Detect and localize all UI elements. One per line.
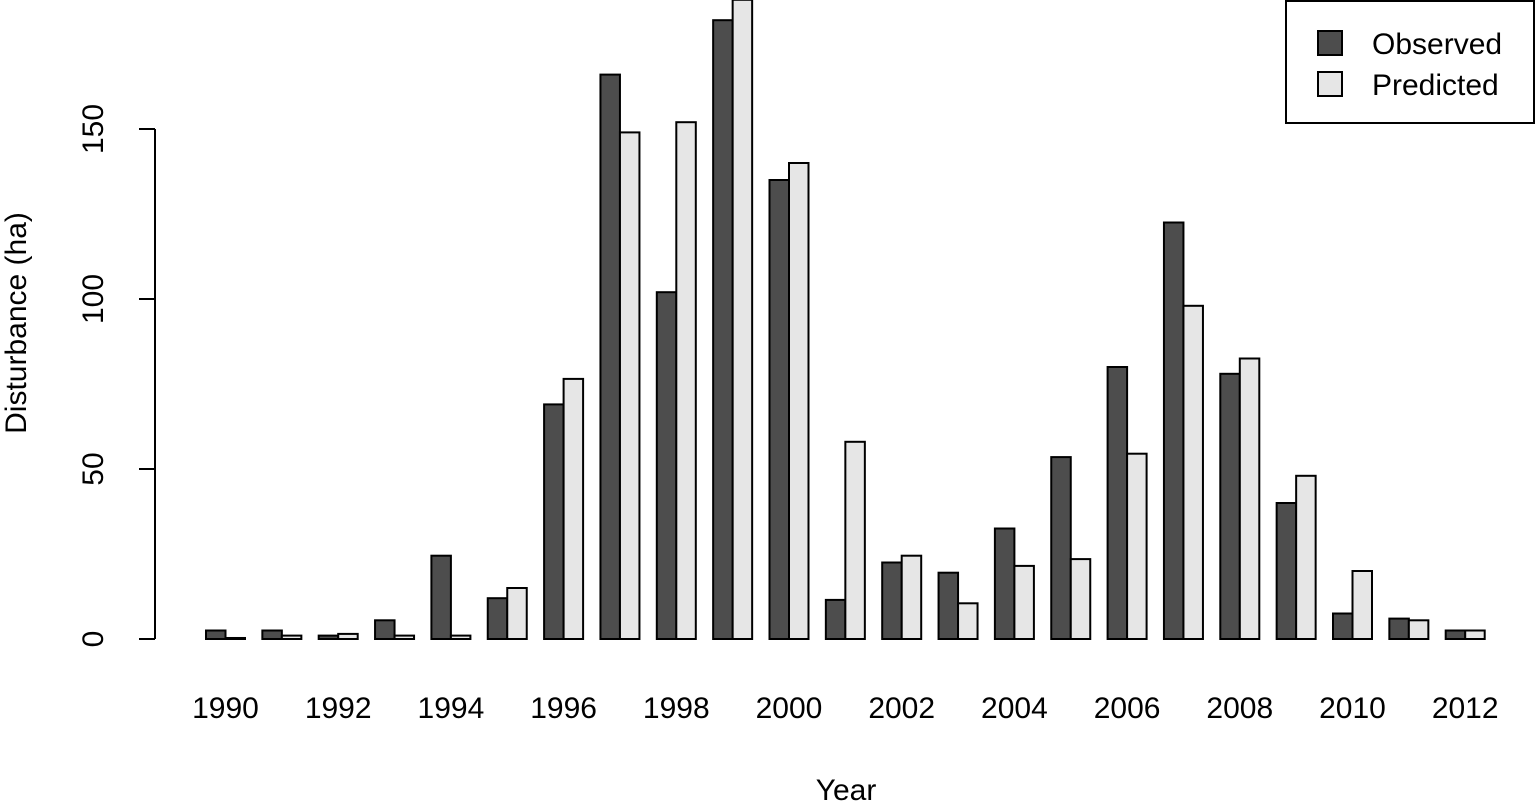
bar-observed-2011 [1388, 617, 1410, 640]
bar-predicted-1994 [449, 634, 472, 640]
bar-predicted-2004 [1013, 564, 1035, 641]
legend-swatch-predicted [1317, 71, 1343, 97]
x-tick-label: 1996 [530, 692, 597, 725]
bar-observed-1994 [430, 554, 452, 641]
bar-observed-2005 [1050, 456, 1072, 640]
legend-label-observed: Observed [1372, 28, 1502, 61]
bar-predicted-1990 [224, 636, 246, 640]
bar-predicted-1991 [280, 634, 303, 640]
bar-observed-2002 [881, 561, 903, 640]
y-tick-label: 100 [77, 274, 110, 324]
x-tick-label: 2010 [1319, 692, 1386, 725]
bar-observed-2009 [1275, 502, 1298, 640]
bar-predicted-1998 [675, 121, 697, 640]
bar-predicted-2011 [1407, 619, 1430, 640]
bar-predicted-2010 [1351, 570, 1373, 640]
bar-observed-1998 [655, 291, 678, 640]
x-tick-label: 2008 [1206, 692, 1273, 725]
y-tick-label: 50 [77, 452, 110, 485]
bar-observed-1999 [712, 19, 734, 640]
y-tick-label: 0 [77, 631, 110, 648]
y-axis-title: Disturbance (ha) [0, 212, 33, 434]
bar-observed-1990 [205, 629, 227, 640]
bar-predicted-2008 [1238, 357, 1261, 640]
bar-predicted-2003 [957, 602, 979, 640]
x-tick-label: 1994 [418, 692, 485, 725]
bar-observed-1991 [261, 629, 283, 640]
x-axis-title: Year [816, 774, 877, 801]
x-tick-label: 1998 [643, 692, 710, 725]
y-axis: 0 50 100 150 [77, 104, 156, 648]
bar-observed-2010 [1332, 612, 1354, 640]
bar-observed-2000 [768, 179, 790, 640]
bar-observed-1992 [317, 634, 340, 640]
x-tick-label: 2002 [868, 692, 935, 725]
bar-predicted-1999 [731, 0, 754, 641]
bar-observed-1997 [599, 73, 621, 641]
y-tick-label: 150 [77, 104, 110, 154]
bar-predicted-2005 [1069, 558, 1092, 640]
bar-predicted-1992 [337, 632, 359, 641]
bar-observed-2001 [824, 598, 847, 641]
bar-predicted-1997 [618, 131, 641, 640]
x-tick-label: 2004 [981, 692, 1048, 725]
bar-predicted-2000 [788, 162, 810, 640]
bar-predicted-2012 [1464, 629, 1486, 640]
bar-observed-2004 [993, 527, 1016, 640]
bar-predicted-2001 [844, 440, 866, 640]
bar-predicted-1995 [506, 587, 528, 640]
bar-observed-1995 [486, 597, 509, 641]
bar-predicted-1996 [562, 377, 585, 640]
legend-swatch-observed [1317, 30, 1343, 56]
bar-predicted-2007 [1182, 304, 1204, 640]
x-tick-label: 2006 [1094, 692, 1161, 725]
legend-box [1285, 0, 1535, 124]
bar-predicted-2002 [900, 554, 923, 641]
bar-predicted-2006 [1126, 452, 1148, 641]
bar-observed-2007 [1162, 221, 1185, 640]
bar-observed-2003 [937, 571, 960, 641]
x-tick-label: 2000 [756, 692, 823, 725]
bar-predicted-1993 [393, 634, 416, 640]
x-tick-label: 2012 [1432, 692, 1499, 725]
legend: Observed Predicted [1285, 0, 1535, 124]
bar-predicted-2009 [1295, 474, 1317, 640]
x-axis: 1990 1992 1994 1996 1998 2000 2002 2004 2006 2008… [192, 692, 1498, 725]
bar-observed-1996 [543, 403, 565, 640]
bar-observed-2008 [1219, 372, 1241, 640]
bars [205, 0, 1486, 641]
x-tick-label: 1992 [305, 692, 372, 725]
bar-observed-2006 [1106, 366, 1129, 640]
legend-label-predicted: Predicted [1372, 69, 1499, 102]
x-tick-label: 1990 [192, 692, 259, 725]
bar-observed-2012 [1444, 629, 1467, 640]
bar-observed-1993 [374, 619, 396, 640]
